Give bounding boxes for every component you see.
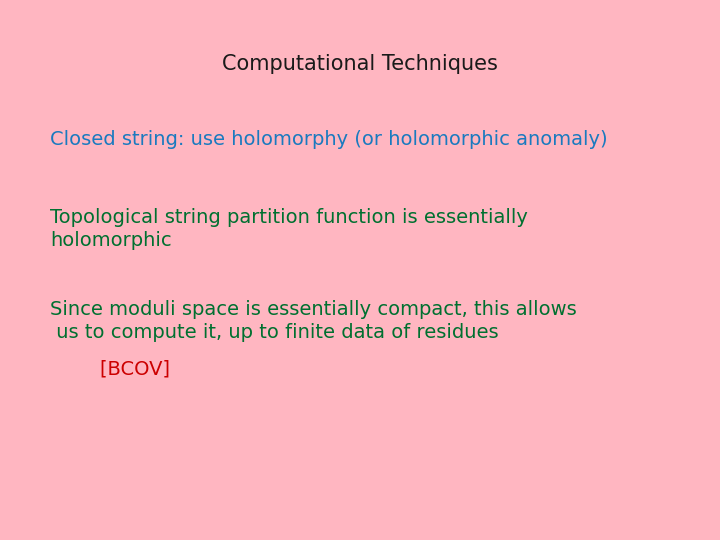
Text: Since moduli space is essentially compact, this allows
 us to compute it, up to : Since moduli space is essentially compac… xyxy=(50,300,577,342)
Text: Topological string partition function is essentially
holomorphic: Topological string partition function is… xyxy=(50,208,528,251)
Text: Computational Techniques: Computational Techniques xyxy=(222,54,498,74)
Text: [BCOV]: [BCOV] xyxy=(50,359,171,378)
Text: Closed string: use holomorphy (or holomorphic anomaly): Closed string: use holomorphy (or holomo… xyxy=(50,130,608,148)
